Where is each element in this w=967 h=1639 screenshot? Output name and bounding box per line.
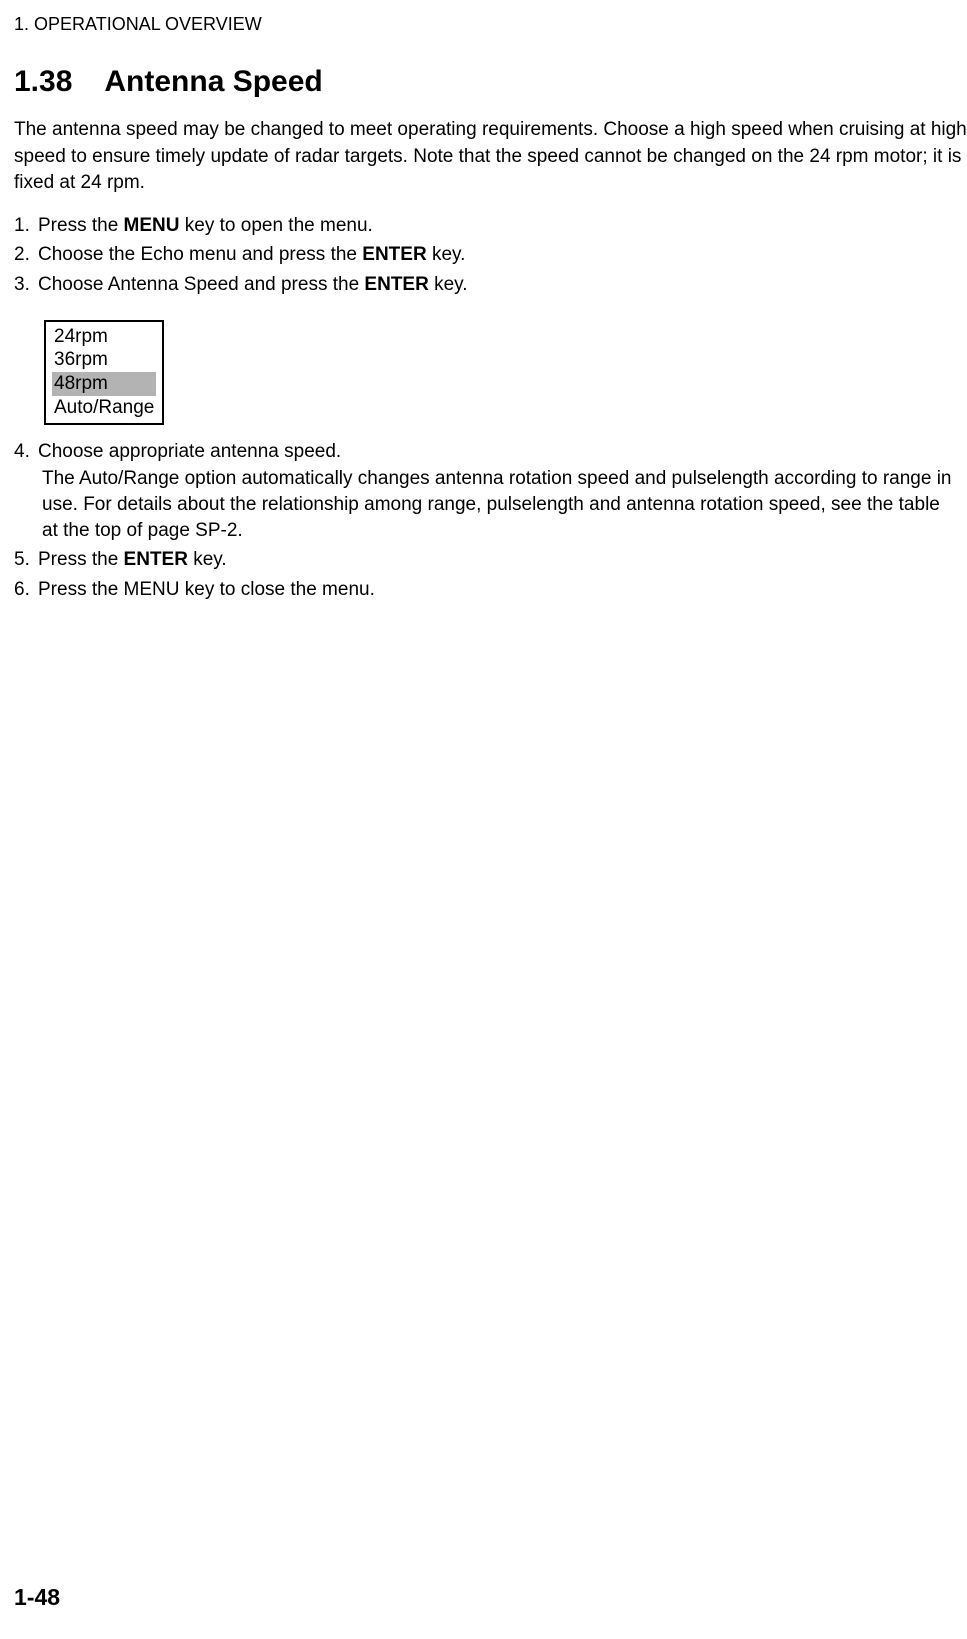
step-number: 3. bbox=[14, 272, 38, 298]
step-list-top: 1.Press the MENU key to open the menu. 2… bbox=[14, 213, 967, 298]
step-text-post: key. bbox=[427, 244, 466, 265]
antenna-speed-menu: 24rpm 36rpm 48rpm Auto/Range bbox=[44, 320, 164, 425]
step-number: 6. bbox=[14, 577, 38, 603]
step-5: 5.Press the ENTER key. bbox=[14, 547, 954, 573]
step-6: 6.Press the MENU key to close the menu. bbox=[14, 577, 954, 603]
step-4: 4.Choose appropriate antenna speed. The … bbox=[14, 439, 954, 544]
step-list-bottom: 4.Choose appropriate antenna speed. The … bbox=[14, 439, 967, 603]
step-number: 2. bbox=[14, 242, 38, 268]
step-text-post: key to open the menu. bbox=[180, 215, 373, 236]
step-text-bold: MENU bbox=[124, 215, 180, 236]
step-number: 5. bbox=[14, 547, 38, 573]
section-heading: 1.38 Antenna Speed bbox=[14, 65, 967, 99]
page-number: 1-48 bbox=[14, 1584, 60, 1611]
step-text: Press the MENU key to close the menu. bbox=[38, 579, 375, 600]
step-text-bold: ENTER bbox=[364, 274, 428, 295]
step-number: 4. bbox=[14, 439, 38, 465]
menu-option-24rpm: 24rpm bbox=[52, 325, 156, 349]
menu-option-auto-range: Auto/Range bbox=[52, 396, 156, 420]
step-text-bold: ENTER bbox=[362, 244, 426, 265]
step-text-main: Choose appropriate antenna speed. bbox=[38, 441, 341, 462]
step-text-pre: Press the bbox=[38, 215, 124, 236]
step-number: 1. bbox=[14, 213, 38, 239]
chapter-header: 1. OPERATIONAL OVERVIEW bbox=[14, 14, 967, 35]
section-title: Antenna Speed bbox=[104, 65, 322, 98]
step-4-subtext: The Auto/Range option automatically chan… bbox=[42, 466, 954, 543]
step-text-post: key. bbox=[429, 274, 468, 295]
intro-paragraph: The antenna speed may be changed to meet… bbox=[14, 117, 967, 197]
step-text-post: key. bbox=[188, 549, 227, 570]
step-text-pre: Choose the Echo menu and press the bbox=[38, 244, 362, 265]
step-text-pre: Press the bbox=[38, 549, 124, 570]
menu-option-36rpm: 36rpm bbox=[52, 348, 156, 372]
menu-option-48rpm-selected: 48rpm bbox=[52, 372, 156, 396]
section-number: 1.38 bbox=[14, 65, 72, 99]
step-1: 1.Press the MENU key to open the menu. bbox=[14, 213, 954, 239]
step-text-bold: ENTER bbox=[124, 549, 188, 570]
step-3: 3.Choose Antenna Speed and press the ENT… bbox=[14, 272, 954, 298]
step-text-pre: Choose Antenna Speed and press the bbox=[38, 274, 364, 295]
step-2: 2.Choose the Echo menu and press the ENT… bbox=[14, 242, 954, 268]
